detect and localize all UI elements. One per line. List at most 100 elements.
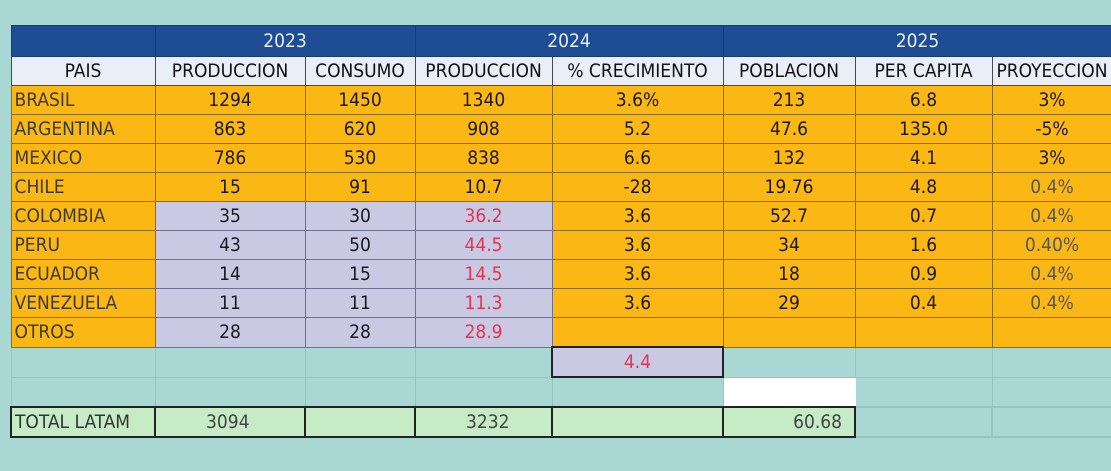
cell-produccion-2024[interactable]: 1340 — [414, 85, 553, 115]
cell-consumo-2023[interactable]: 91 — [304, 172, 416, 202]
cell-per-capita[interactable]: 4.1 — [854, 143, 993, 173]
header-produccion-2023: PRODUCCION — [154, 56, 306, 86]
cell-produccion-2024[interactable]: 908 — [414, 114, 553, 144]
cell-consumo-2023[interactable]: 50 — [304, 230, 416, 260]
blank-row — [10, 376, 1111, 408]
cell-country[interactable]: ARGENTINA — [10, 114, 156, 144]
cell-poblacion[interactable]: 34 — [722, 230, 856, 260]
table-row: OTROS 28 28 28.9 — [10, 317, 1111, 348]
cell-proyeccion[interactable]: 0.4% — [991, 172, 1111, 202]
header-crecimiento: % CRECIMIENTO — [551, 56, 724, 86]
total-label[interactable]: TOTAL LATAM — [10, 406, 156, 438]
extra-row: 4.4 — [10, 346, 1111, 378]
cell-consumo-2023[interactable]: 30 — [304, 201, 416, 231]
cell-consumo-2023[interactable]: 15 — [304, 259, 416, 289]
cell-crecimiento[interactable]: -28 — [551, 172, 724, 202]
cell-proyeccion[interactable]: 0.4% — [991, 288, 1111, 318]
cell-country[interactable]: CHILE — [10, 172, 156, 202]
cell-crecimiento[interactable]: 3.6 — [551, 259, 724, 289]
year-2025: 2025 — [722, 25, 1111, 57]
cell-per-capita[interactable]: 6.8 — [854, 85, 993, 115]
total-crecimiento — [551, 406, 724, 438]
cell-proyeccion[interactable] — [991, 317, 1111, 348]
cell-produccion-2023[interactable]: 863 — [154, 114, 306, 144]
cell-consumo-2023[interactable]: 28 — [304, 317, 416, 348]
cell-consumo-2023[interactable]: 620 — [304, 114, 416, 144]
cell-per-capita[interactable]: 4.8 — [854, 172, 993, 202]
cell-proyeccion[interactable]: 0.4% — [991, 259, 1111, 289]
cell-produccion-2024[interactable]: 11.3 — [414, 288, 553, 318]
cell-produccion-2023[interactable]: 11 — [154, 288, 306, 318]
cell-extra-growth[interactable]: 4.4 — [551, 346, 724, 378]
empty-cell — [854, 406, 993, 438]
cell-produccion-2024[interactable]: 28.9 — [414, 317, 553, 348]
cell-poblacion[interactable]: 19.76 — [722, 172, 856, 202]
table-row: VENEZUELA 11 11 11.3 3.6 29 0.4 0.4% — [10, 288, 1111, 318]
cell-per-capita[interactable]: 0.9 — [854, 259, 993, 289]
cell-poblacion[interactable]: 132 — [722, 143, 856, 173]
cell-poblacion[interactable]: 29 — [722, 288, 856, 318]
header-per-capita: PER CAPITA — [854, 56, 993, 86]
cell-produccion-2024[interactable]: 44.5 — [414, 230, 553, 260]
cell-produccion-2024[interactable]: 10.7 — [414, 172, 553, 202]
cell-crecimiento[interactable]: 3.6% — [551, 85, 724, 115]
cell-per-capita[interactable]: 135.0 — [854, 114, 993, 144]
cell-produccion-2023[interactable]: 43 — [154, 230, 306, 260]
cell-produccion-2023[interactable]: 1294 — [154, 85, 306, 115]
cell-proyeccion[interactable]: -5% — [991, 114, 1111, 144]
cell-produccion-2023[interactable]: 14 — [154, 259, 306, 289]
cell-per-capita[interactable] — [854, 317, 993, 348]
cell-produccion-2024[interactable]: 14.5 — [414, 259, 553, 289]
cell-produccion-2023[interactable]: 35 — [154, 201, 306, 231]
cell-proyeccion[interactable]: 0.40% — [991, 230, 1111, 260]
cell-produccion-2023[interactable]: 28 — [154, 317, 306, 348]
cell-crecimiento[interactable]: 3.6 — [551, 288, 724, 318]
cell-poblacion[interactable]: 52.7 — [722, 201, 856, 231]
cell-consumo-2023[interactable]: 530 — [304, 143, 416, 173]
cell-crecimiento[interactable]: 6.6 — [551, 143, 724, 173]
cell-country[interactable]: VENEZUELA — [10, 288, 156, 318]
cell-country[interactable]: COLOMBIA — [10, 201, 156, 231]
empty-cell — [414, 346, 553, 378]
cell-consumo-2023[interactable]: 11 — [304, 288, 416, 318]
year-2024: 2024 — [414, 25, 724, 57]
cell-poblacion[interactable]: 47.6 — [722, 114, 856, 144]
header-proyeccion: PROYECCION — [991, 56, 1111, 86]
cell-consumo-2023[interactable]: 1450 — [304, 85, 416, 115]
table-row: MEXICO 786 530 838 6.6 132 4.1 3% — [10, 143, 1111, 173]
header-produccion-2024: PRODUCCION — [414, 56, 553, 86]
cell-country[interactable]: OTROS — [10, 317, 156, 348]
cell-produccion-2024[interactable]: 838 — [414, 143, 553, 173]
cell-per-capita[interactable]: 0.4 — [854, 288, 993, 318]
total-produccion-2024[interactable]: 3232 — [414, 406, 553, 438]
cell-produccion-2023[interactable]: 786 — [154, 143, 306, 173]
empty-cell — [10, 346, 156, 378]
cell-produccion-2024[interactable]: 36.2 — [414, 201, 553, 231]
cell-crecimiento[interactable]: 5.2 — [551, 114, 724, 144]
empty-cell — [414, 376, 553, 408]
cell-crecimiento[interactable] — [551, 317, 724, 348]
total-poblacion[interactable]: 60.68 — [722, 406, 856, 438]
empty-cell — [854, 376, 993, 408]
cell-proyeccion[interactable]: 3% — [991, 143, 1111, 173]
cell-per-capita[interactable]: 1.6 — [854, 230, 993, 260]
cell-country[interactable]: PERU — [10, 230, 156, 260]
cell-proyeccion[interactable]: 0.4% — [991, 201, 1111, 231]
total-consumo-2023 — [304, 406, 416, 438]
cell-country[interactable]: BRASIL — [10, 85, 156, 115]
cell-poblacion[interactable]: 213 — [722, 85, 856, 115]
cell-per-capita[interactable]: 0.7 — [854, 201, 993, 231]
cell-country[interactable]: MEXICO — [10, 143, 156, 173]
cell-crecimiento[interactable]: 3.6 — [551, 201, 724, 231]
header-pais: PAIS — [10, 56, 156, 86]
empty-cell — [551, 376, 724, 408]
cell-country[interactable]: ECUADOR — [10, 259, 156, 289]
total-produccion-2023[interactable]: 3094 — [154, 406, 306, 438]
cell-proyeccion[interactable]: 3% — [991, 85, 1111, 115]
header-consumo: CONSUMO — [304, 56, 416, 86]
cell-crecimiento[interactable]: 3.6 — [551, 230, 724, 260]
cell-poblacion[interactable]: 18 — [722, 259, 856, 289]
table-row: ECUADOR 14 15 14.5 3.6 18 0.9 0.4% — [10, 259, 1111, 289]
cell-poblacion[interactable] — [722, 317, 856, 348]
cell-produccion-2023[interactable]: 15 — [154, 172, 306, 202]
